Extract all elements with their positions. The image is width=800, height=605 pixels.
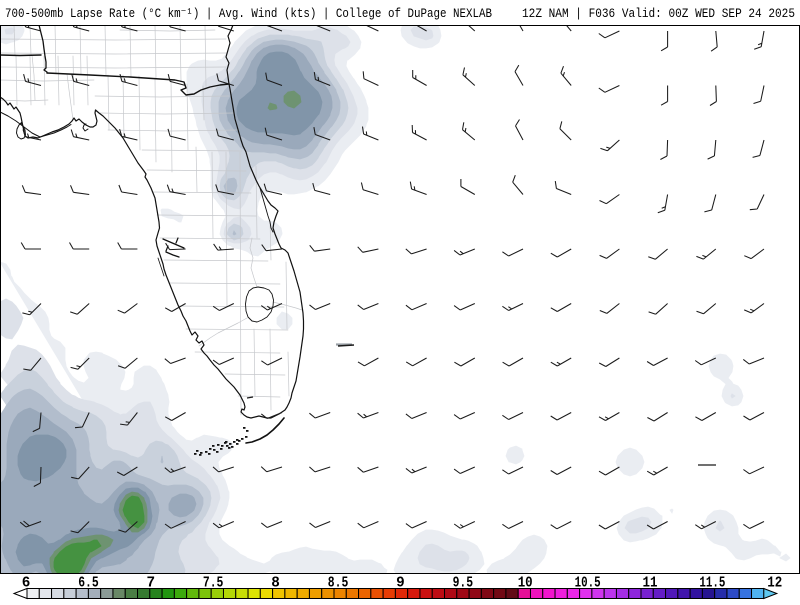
svg-text:9.5: 9.5	[453, 575, 474, 592]
svg-text:10: 10	[518, 575, 533, 592]
svg-text:9: 9	[396, 575, 405, 592]
svg-text:8: 8	[271, 575, 280, 592]
svg-text:7: 7	[147, 575, 156, 592]
svg-text:7.5: 7.5	[203, 575, 224, 592]
svg-text:6: 6	[22, 575, 31, 592]
svg-text:12: 12	[767, 575, 782, 592]
svg-text:11.5: 11.5	[699, 575, 725, 592]
svg-text:8.5: 8.5	[328, 575, 349, 592]
svg-text:10.5: 10.5	[575, 575, 601, 592]
svg-text:11: 11	[643, 575, 658, 592]
svg-text:700-500mb Lapse Rate (°C km⁻¹): 700-500mb Lapse Rate (°C km⁻¹) | Avg. Wi…	[5, 6, 492, 21]
svg-text:6.5: 6.5	[78, 575, 99, 592]
svg-text:12Z NAM | F036 Valid: 00Z WED: 12Z NAM | F036 Valid: 00Z WED SEP 24 202…	[522, 6, 795, 21]
